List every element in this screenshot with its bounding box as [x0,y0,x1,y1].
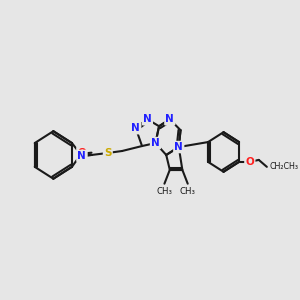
Text: N: N [143,114,152,124]
Text: N: N [131,123,140,133]
Text: N: N [77,151,86,161]
Text: N: N [174,142,183,152]
Text: CH₃: CH₃ [156,187,172,196]
Text: O: O [77,148,86,158]
Text: CH₃: CH₃ [180,187,196,196]
Text: S: S [104,148,112,158]
Text: CH₂CH₃: CH₂CH₃ [269,162,298,171]
Text: O: O [245,157,254,167]
Text: N: N [165,114,174,124]
Text: N: N [151,138,160,148]
